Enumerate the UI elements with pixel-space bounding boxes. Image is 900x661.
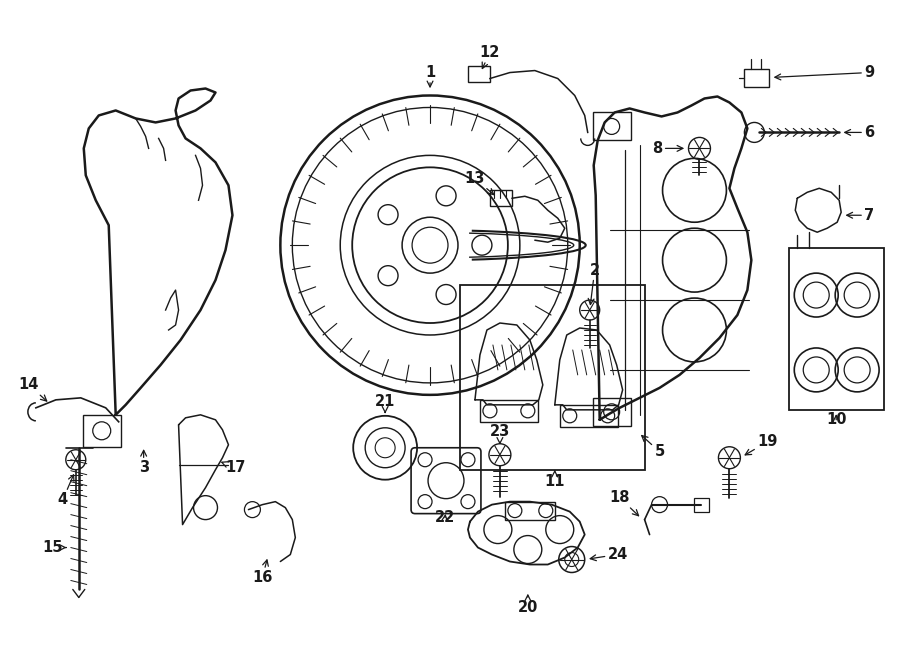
Bar — [83, 415, 121, 447]
Text: 15: 15 — [42, 540, 66, 555]
Text: 3: 3 — [139, 450, 148, 475]
Text: 7: 7 — [847, 208, 874, 223]
Text: 20: 20 — [518, 595, 538, 615]
Text: 22: 22 — [435, 510, 455, 525]
Text: 19: 19 — [745, 434, 778, 455]
Text: 23: 23 — [490, 424, 510, 444]
Text: 14: 14 — [19, 377, 47, 401]
Text: 9: 9 — [775, 65, 874, 80]
Bar — [789, 248, 884, 410]
Text: 5: 5 — [642, 436, 665, 459]
Bar — [744, 69, 770, 87]
Text: 12: 12 — [480, 45, 500, 69]
Bar — [468, 65, 490, 81]
Text: 8: 8 — [652, 141, 683, 156]
Text: 2: 2 — [589, 262, 599, 305]
Text: 6: 6 — [845, 125, 874, 140]
Text: 11: 11 — [544, 471, 565, 489]
Bar — [695, 498, 709, 512]
Bar — [480, 400, 538, 422]
Text: 1: 1 — [425, 65, 436, 87]
Bar — [490, 190, 512, 206]
Text: 16: 16 — [252, 560, 273, 585]
Text: 17: 17 — [221, 460, 246, 475]
Text: 10: 10 — [826, 412, 846, 427]
Text: 24: 24 — [590, 547, 628, 562]
Text: 21: 21 — [375, 395, 395, 412]
Bar — [593, 112, 631, 140]
Bar — [593, 398, 631, 426]
Text: 4: 4 — [58, 475, 74, 507]
Text: 13: 13 — [464, 171, 494, 194]
Bar — [460, 285, 644, 470]
Bar — [505, 502, 554, 520]
Bar — [560, 405, 617, 427]
Text: 18: 18 — [609, 490, 639, 516]
